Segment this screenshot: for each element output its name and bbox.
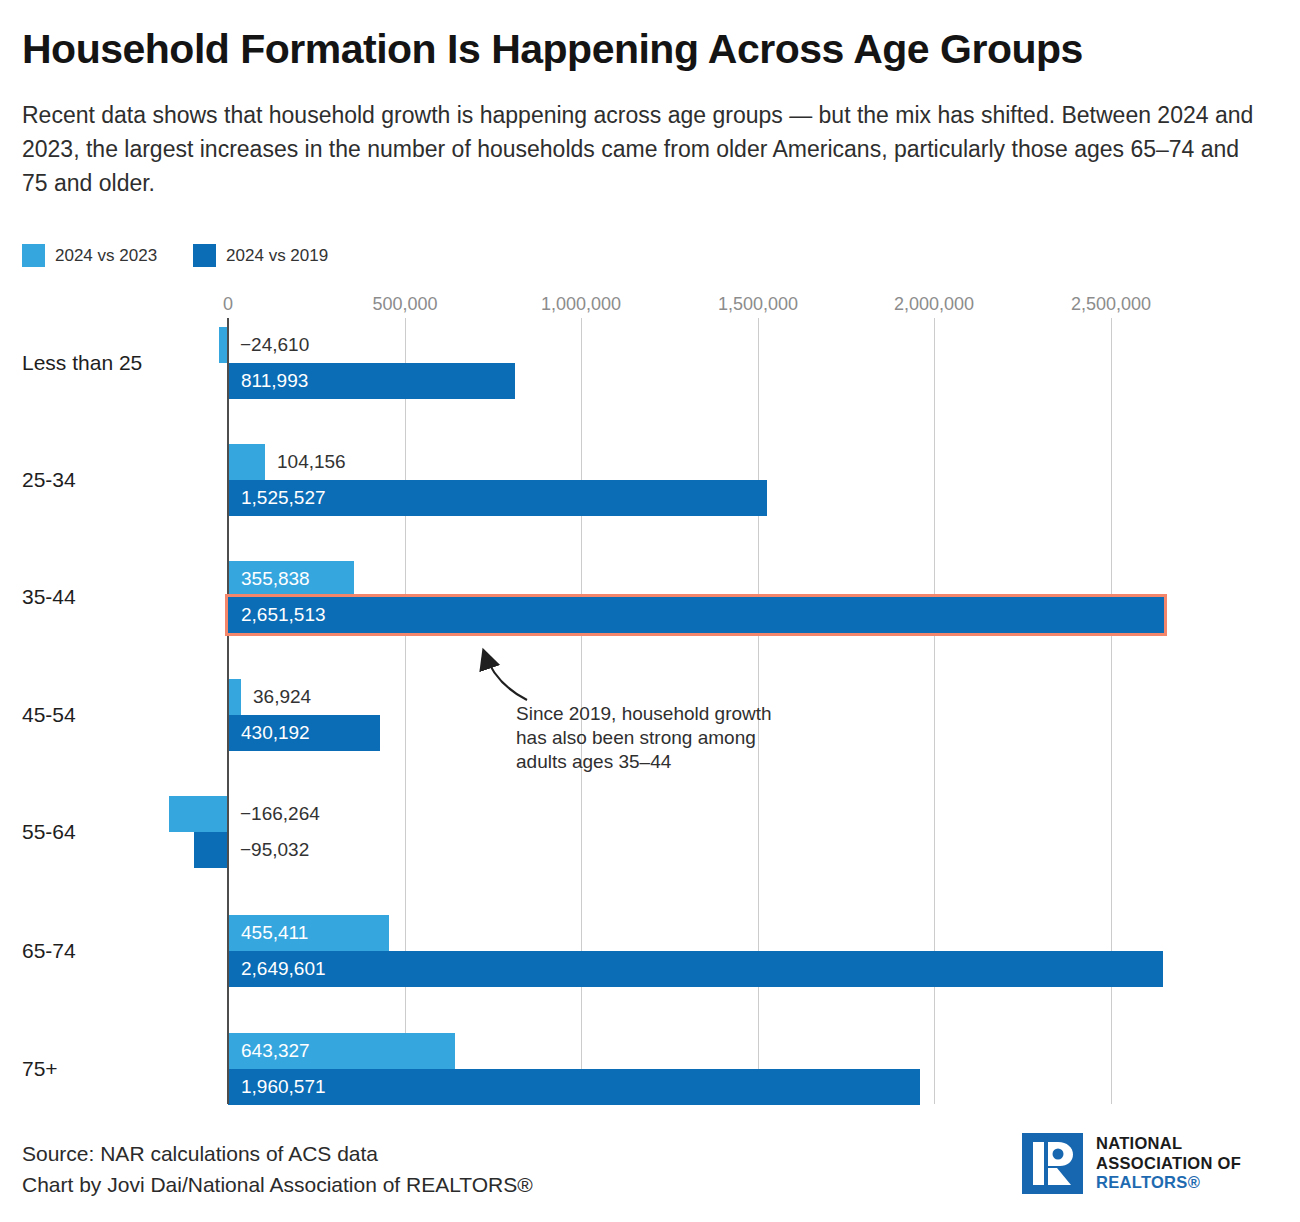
bar-2024-vs-2023-45-54 [228,679,241,715]
nar-r-block-icon [1022,1133,1083,1194]
bar-value-label-2024-vs-2023-55-64: −166,264 [240,796,320,832]
legend-label: 2024 vs 2023 [55,246,157,266]
chart-annotation: Since 2019, household growth has also be… [516,702,772,774]
category-label-65-74: 65-74 [22,938,76,964]
bar-value-label-2024-vs-2019-25-34: 1,525,527 [241,480,326,516]
x-tick-label: 500,000 [372,294,437,315]
page-title: Household Formation Is Happening Across … [22,26,1282,73]
bar-value-label-2024-vs-2019-65-74: 2,649,601 [241,951,326,987]
bar-value-label-2024-vs-2023-35-44: 355,838 [241,561,310,597]
bar-2024-vs-2023-25-34 [228,444,265,480]
x-tick-label: 1,500,000 [718,294,798,315]
legend-swatch-light-blue [22,244,45,267]
bar-value-label-2024-vs-2019-55-64: −95,032 [240,832,309,868]
source-line: Source: NAR calculations of ACS data [22,1138,533,1169]
bar-value-label-2024-vs-2023-less-than-25: −24,610 [240,327,309,363]
bar-2024-vs-2019-35-44 [228,597,1164,633]
x-tick-label: 1,000,000 [541,294,621,315]
category-label-25-34: 25-34 [22,467,76,493]
infographic-canvas: Household Formation Is Happening Across … [0,0,1300,1222]
x-tick-label: 2,500,000 [1071,294,1151,315]
bar-2024-vs-2019-55-64 [194,832,228,868]
category-label-55-64: 55-64 [22,819,76,845]
annotation-line: Since 2019, household growth [516,702,772,726]
annotation-line: has also been strong among [516,726,772,750]
logo-line-2: ASSOCIATION OF [1096,1154,1241,1174]
credit-line: Chart by Jovi Dai/National Association o… [22,1169,533,1200]
chart-legend: 2024 vs 2023 2024 vs 2019 [22,244,350,267]
category-label-less-than-25: Less than 25 [22,350,142,376]
legend-label: 2024 vs 2019 [226,246,328,266]
bar-value-label-2024-vs-2019-45-54: 430,192 [241,715,310,751]
chart-subtitle: Recent data shows that household growth … [22,98,1270,200]
annotation-line: adults ages 35–44 [516,750,772,774]
x-tick-label: 0 [223,294,233,315]
legend-item-2024-vs-2023: 2024 vs 2023 [22,244,157,267]
category-label-35-44: 35-44 [22,584,76,610]
bar-2024-vs-2019-75 [228,1069,920,1105]
source-block: Source: NAR calculations of ACS data Cha… [22,1138,533,1200]
nar-logo: NATIONAL ASSOCIATION OF REALTORS® [1022,1133,1241,1194]
zero-axis-line [227,318,229,1104]
bar-value-label-2024-vs-2023-25-34: 104,156 [277,444,346,480]
bar-value-label-2024-vs-2019-35-44: 2,651,513 [241,597,326,633]
logo-line-3: REALTORS® [1096,1173,1241,1193]
category-label-45-54: 45-54 [22,702,76,728]
logo-line-1: NATIONAL [1096,1134,1241,1154]
bar-2024-vs-2023-55-64 [169,796,228,832]
bar-value-label-2024-vs-2019-less-than-25: 811,993 [241,363,308,399]
bar-value-label-2024-vs-2023-45-54: 36,924 [253,679,311,715]
legend-item-2024-vs-2019: 2024 vs 2019 [193,244,328,267]
legend-swatch-dark-blue [193,244,216,267]
bar-value-label-2024-vs-2023-75: 643,327 [241,1033,310,1069]
bar-value-label-2024-vs-2023-65-74: 455,411 [241,915,308,951]
bar-2024-vs-2019-65-74 [228,951,1163,987]
nar-logo-text: NATIONAL ASSOCIATION OF REALTORS® [1096,1134,1241,1193]
x-tick-label: 2,000,000 [894,294,974,315]
category-label-75: 75+ [22,1056,58,1082]
bar-value-label-2024-vs-2019-75: 1,960,571 [241,1069,326,1105]
